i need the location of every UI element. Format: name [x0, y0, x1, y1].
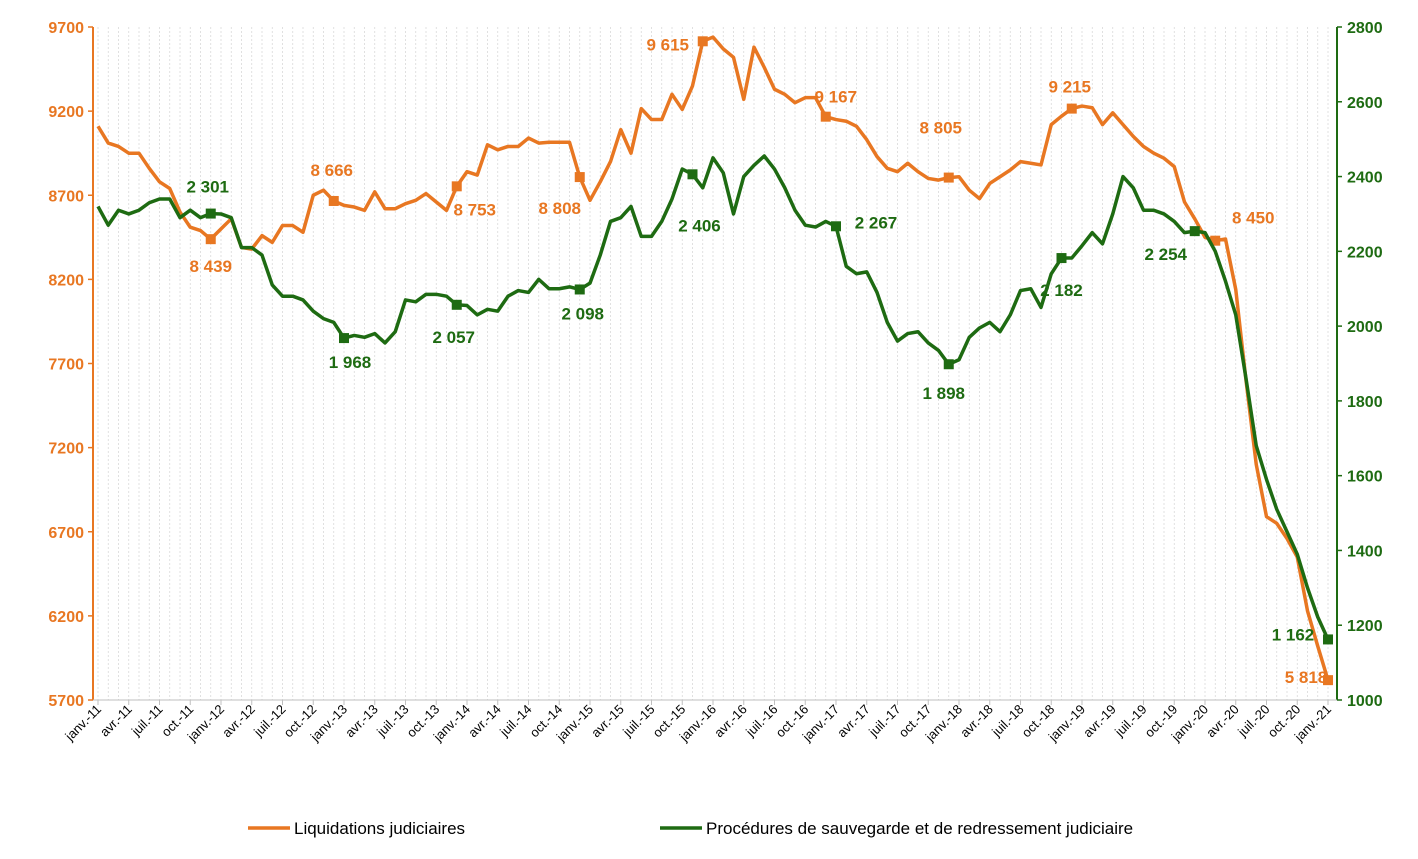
data-point-marker	[574, 284, 585, 295]
data-labels: 8 439 8 666 8 753 8 808 9 615 9 167 8 805 9 215…	[186, 35, 1327, 687]
left-tick-label: 8700	[48, 188, 84, 205]
x-tick-label: juil.-12	[250, 702, 288, 740]
left-tick-label: 8200	[48, 272, 84, 289]
legend-label-sauvegarde: Procédures de sauvegarde et de redressem…	[706, 819, 1133, 838]
x-tick-label: juil.-16	[742, 702, 780, 740]
left-tick-label: 7700	[48, 357, 84, 374]
x-tick-label: juil.-17	[865, 702, 903, 740]
data-label: 1 968	[329, 353, 372, 372]
legend: Liquidations judiciaires Procédures de s…	[248, 819, 1133, 838]
data-point-marker	[328, 195, 339, 206]
data-label: 8 805	[919, 119, 962, 138]
right-axis-ticks: 1000 1200 1400 1600 1800 2000 2200 2400 2600 2800	[1337, 20, 1383, 710]
right-tick-label: 1400	[1347, 543, 1383, 560]
x-tick-label: avr.-19	[1080, 702, 1119, 741]
series-group	[96, 35, 1333, 686]
data-label: 2 301	[186, 178, 229, 197]
data-label: 8 808	[538, 199, 581, 218]
left-tick-label: 6700	[48, 525, 84, 542]
right-tick-label: 2800	[1347, 20, 1383, 37]
right-tick-label: 2000	[1347, 319, 1383, 336]
data-point-marker	[1066, 103, 1077, 114]
x-tick-label: avr.-12	[219, 702, 258, 741]
x-tick-label: avr.-13	[342, 702, 381, 741]
data-label: 2 057	[432, 328, 475, 347]
data-label: 8 666	[310, 161, 353, 180]
series-line-liquidations	[96, 35, 1330, 681]
x-tick-label: avr.-18	[957, 702, 996, 741]
x-tick-label: avr.-11	[97, 702, 135, 740]
legend-label-liquidations: Liquidations judiciaires	[294, 819, 465, 838]
data-label: 2 254	[1144, 245, 1187, 264]
x-tick-label: juil.-11	[128, 702, 166, 740]
data-point-marker	[339, 333, 349, 344]
data-point-marker	[574, 172, 585, 183]
x-tick-label: juil.-15	[619, 702, 657, 740]
right-tick-label: 1600	[1347, 469, 1383, 486]
right-tick-label: 2200	[1347, 244, 1383, 261]
left-tick-label: 9700	[48, 20, 84, 37]
data-label: 5 818	[1285, 668, 1328, 687]
left-tick-label: 9200	[48, 104, 84, 121]
left-tick-label: 5700	[48, 693, 84, 710]
x-tick-label: juil.-18	[988, 702, 1026, 740]
right-tick-label: 1000	[1347, 693, 1383, 710]
data-point-marker	[943, 359, 954, 370]
data-point-marker	[451, 181, 462, 192]
data-point-marker	[1056, 253, 1067, 264]
data-label: 8 753	[453, 200, 496, 219]
data-point-marker	[1323, 675, 1333, 686]
data-label: 8 439	[189, 257, 232, 276]
x-axis-ticks: janv.-11avr.-11juil.-11oct.-11janv.-12av…	[61, 700, 1334, 745]
data-point-marker	[205, 234, 216, 245]
x-tick-label: juil.-20	[1234, 702, 1272, 740]
x-tick-label: avr.-20	[1203, 702, 1242, 741]
vertical-gridlines	[97, 27, 1329, 700]
x-tick-label: juil.-13	[373, 702, 411, 740]
right-tick-label: 1800	[1347, 394, 1383, 411]
data-label: 8 450	[1232, 209, 1275, 228]
right-tick-label: 1200	[1347, 618, 1383, 635]
data-point-marker	[1189, 226, 1200, 237]
data-point-marker	[205, 208, 216, 219]
series-line-sauvegarde	[96, 154, 1330, 641]
left-tick-label: 7200	[48, 441, 84, 458]
data-label: 9 215	[1048, 78, 1091, 97]
data-label: 2 267	[855, 213, 898, 232]
x-tick-label: avr.-15	[588, 702, 627, 741]
left-tick-label: 6200	[48, 609, 84, 626]
data-label: 1 162	[1272, 625, 1315, 644]
right-tick-label: 2400	[1347, 170, 1383, 187]
data-label: 9 167	[814, 88, 857, 107]
x-tick-label: avr.-17	[834, 702, 873, 741]
data-label: 1 898	[922, 384, 965, 403]
data-point-marker	[1210, 235, 1221, 246]
data-point-marker	[1323, 634, 1333, 645]
data-point-marker	[687, 169, 698, 180]
data-point-marker	[697, 36, 708, 47]
data-point-marker	[831, 221, 841, 232]
x-tick-label: avr.-14	[465, 702, 504, 741]
data-point-marker	[943, 172, 954, 183]
data-point-marker	[451, 299, 462, 310]
data-label: 2 098	[561, 304, 604, 323]
right-tick-label: 2600	[1347, 95, 1383, 112]
x-tick-label: avr.-16	[711, 702, 750, 741]
data-label: 2 406	[678, 216, 721, 235]
data-point-marker	[820, 111, 831, 122]
x-tick-label: juil.-14	[496, 702, 534, 740]
left-axis-ticks: 5700 6200 6700 7200 7700 8200 8700 9200 9700	[48, 20, 93, 710]
data-label: 9 615	[646, 35, 689, 54]
x-tick-label: juil.-19	[1111, 702, 1149, 740]
data-label: 2 182	[1040, 281, 1083, 300]
